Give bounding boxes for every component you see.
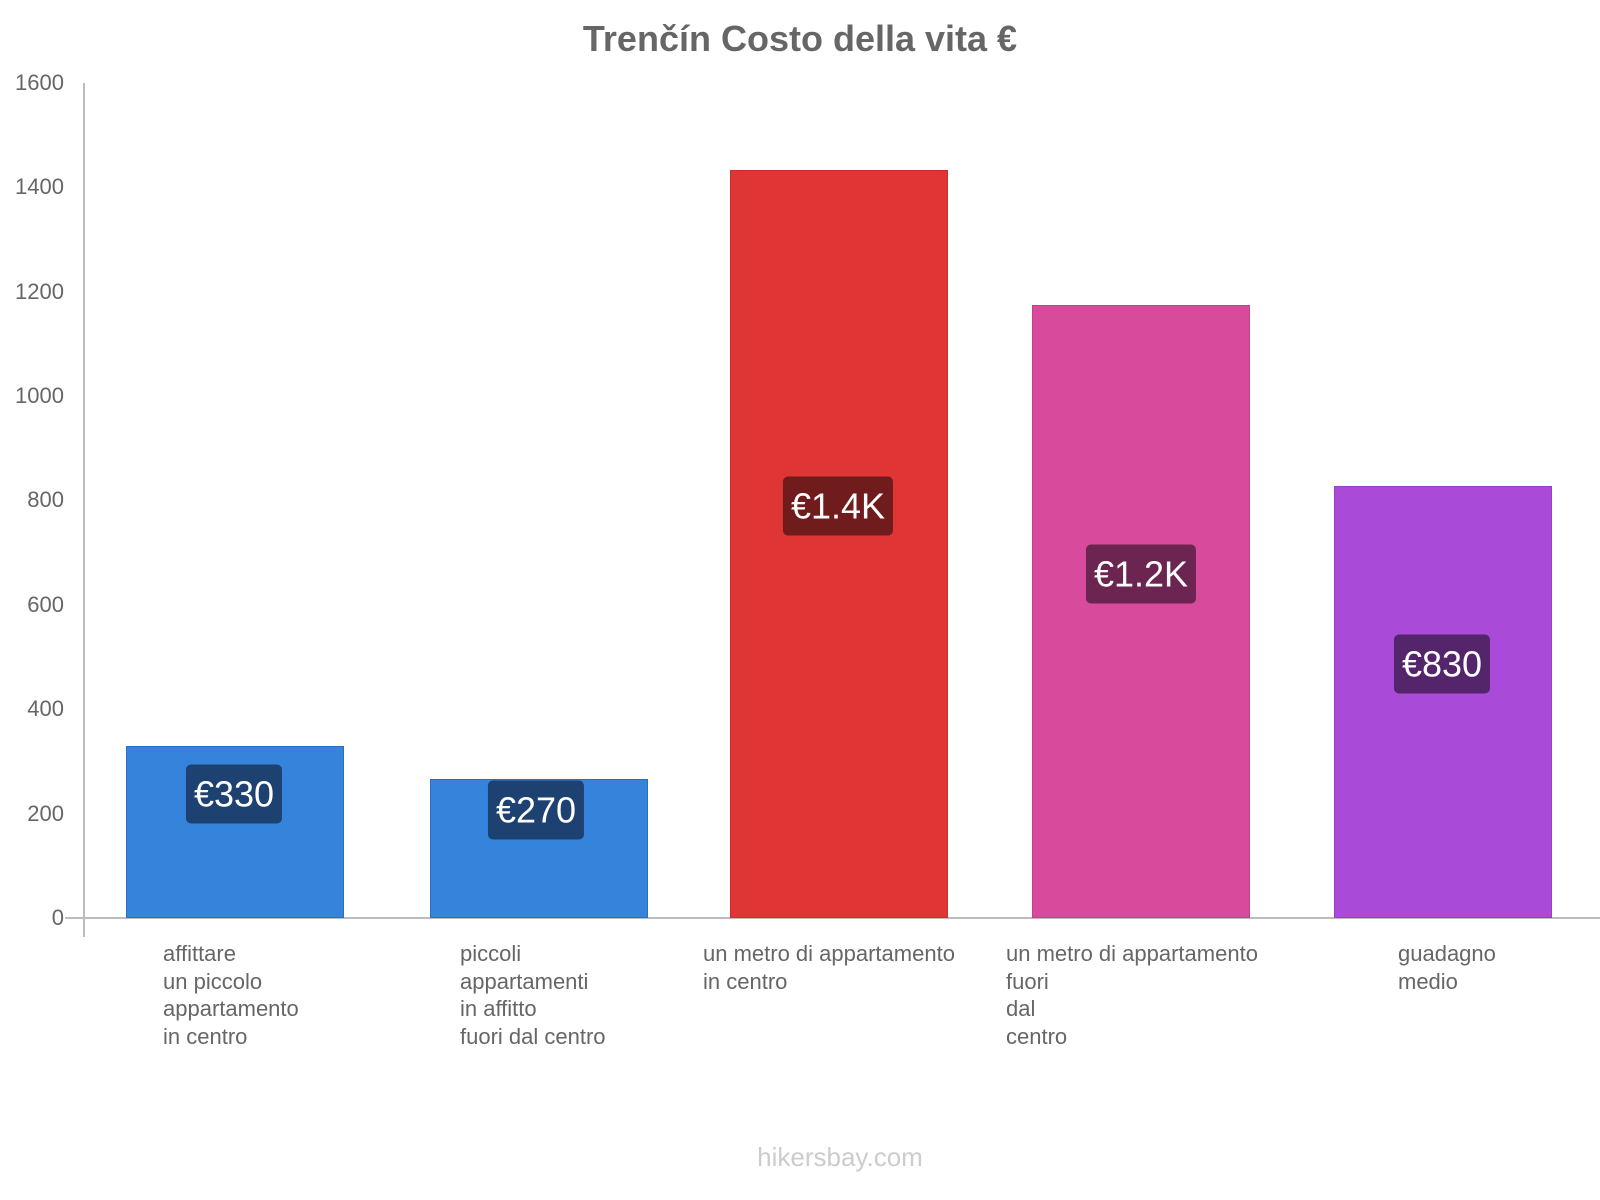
y-tick-label: 800: [27, 487, 64, 513]
x-category-label: affittare un piccolo appartamento in cen…: [163, 941, 299, 1049]
bar-value-label: €1.4K: [782, 476, 894, 536]
bar-value-label: €330: [185, 764, 283, 824]
x-axis-line: [65, 917, 1600, 919]
y-tick-label: 400: [27, 696, 64, 722]
y-tick-label: 0: [51, 905, 64, 930]
chart-title: Trenčín Costo della vita €: [582, 18, 1018, 59]
bar-sqm-apartment-outside-center[interactable]: [1032, 305, 1250, 918]
y-axis-line: [83, 83, 85, 937]
x-category-label: un metro di appartamento fuori dal centr…: [1006, 941, 1258, 1049]
bar-value-label: €270: [487, 780, 585, 840]
bar-sqm-apartment-center[interactable]: [730, 170, 948, 918]
y-tick-label: 600: [27, 591, 64, 617]
y-tick-label: 200: [27, 800, 64, 826]
x-category-label: un metro di appartamento in centro: [703, 941, 955, 994]
y-tick-label: 1600: [15, 70, 64, 95]
y-tick-label: 1400: [15, 174, 64, 200]
bar-value-label: €1.2K: [1085, 544, 1197, 604]
x-category-label: guadagno medio: [1398, 941, 1496, 994]
x-category-label: piccoli appartamenti in affitto fuori da…: [460, 941, 606, 1049]
watermark: hikersbay.com: [757, 1142, 923, 1172]
y-tick-label: 1000: [15, 383, 64, 408]
y-tick-label: 1200: [15, 278, 64, 304]
bar-average-salary[interactable]: [1334, 486, 1552, 918]
bar-value-label: €830: [1393, 634, 1491, 694]
